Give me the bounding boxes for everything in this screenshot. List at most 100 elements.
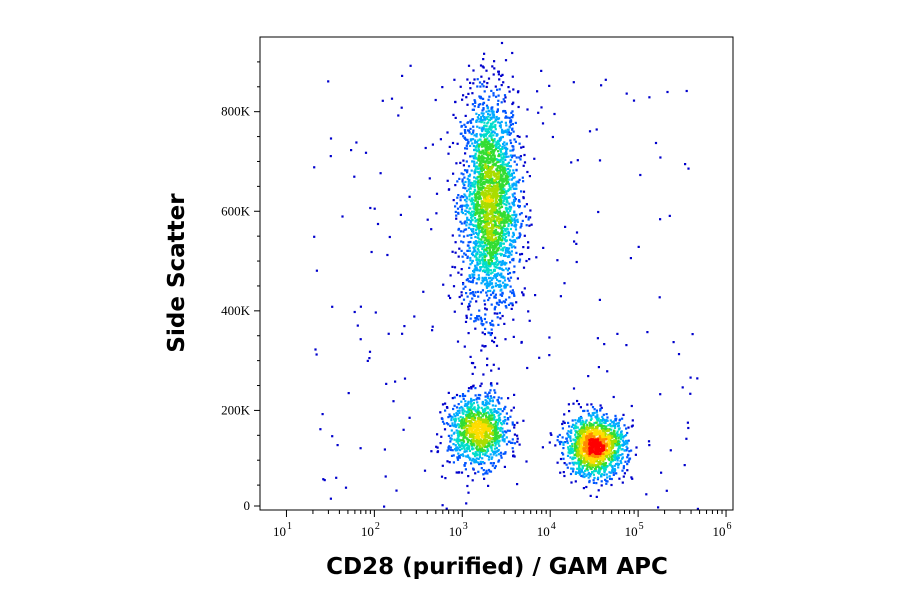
event-dot	[471, 273, 474, 276]
event-dot	[472, 440, 475, 443]
event-dot	[506, 417, 509, 420]
event-dot	[492, 341, 496, 344]
event-dot	[449, 446, 452, 449]
event-dot	[504, 248, 507, 251]
event-dot	[457, 255, 460, 258]
event-dot	[479, 416, 482, 419]
event-dot	[473, 162, 476, 165]
event-dot	[587, 476, 590, 479]
event-dot	[619, 438, 622, 441]
event-dot	[515, 251, 518, 254]
event-dot	[485, 469, 488, 472]
event-dot	[510, 156, 514, 159]
event-dot	[500, 263, 503, 266]
event-dot	[494, 181, 497, 184]
event-dot	[505, 179, 508, 182]
event-dot	[469, 457, 472, 460]
event-dot	[518, 199, 521, 202]
event-dot	[489, 399, 492, 403]
event-dot	[500, 397, 503, 400]
event-dot	[431, 329, 434, 332]
event-dot	[471, 433, 474, 436]
event-dot	[595, 411, 598, 414]
event-dot	[499, 206, 502, 209]
event-dot	[496, 232, 499, 235]
event-dot	[472, 108, 475, 111]
event-dot	[537, 111, 540, 114]
event-dot	[485, 175, 488, 178]
event-dot	[476, 261, 479, 264]
event-dot	[480, 75, 483, 78]
event-dot	[472, 362, 475, 365]
event-dot	[502, 110, 505, 113]
event-dot	[483, 141, 486, 144]
event-dot	[472, 270, 475, 273]
event-dot	[595, 482, 598, 485]
event-dot	[500, 248, 503, 251]
event-dot	[576, 467, 579, 470]
event-dot	[527, 218, 530, 221]
event-dot	[497, 436, 501, 439]
event-dot	[494, 420, 497, 423]
event-dot	[492, 187, 495, 190]
event-dot	[473, 172, 476, 175]
event-dot	[463, 193, 466, 196]
event-dot	[465, 147, 469, 150]
event-dot	[647, 440, 651, 443]
event-dot	[500, 229, 503, 232]
event-dot	[473, 176, 476, 179]
event-dot	[513, 265, 516, 268]
event-dot	[468, 246, 471, 250]
event-dot	[471, 155, 474, 158]
event-dot	[503, 438, 506, 441]
event-dot	[466, 454, 470, 457]
event-dot	[499, 408, 502, 411]
event-dot	[487, 284, 490, 287]
event-dot	[503, 94, 507, 97]
event-dot	[501, 427, 504, 430]
event-dot	[497, 411, 500, 414]
event-dot	[484, 218, 487, 221]
event-dot	[499, 218, 502, 221]
event-dot	[596, 415, 599, 418]
event-dot	[482, 419, 485, 422]
event-dot	[613, 439, 616, 442]
event-dot	[501, 228, 504, 231]
event-dot	[508, 296, 511, 299]
event-dot	[364, 151, 368, 154]
event-dot	[615, 432, 618, 435]
event-dot	[474, 141, 477, 144]
event-dot	[488, 331, 491, 335]
event-dot	[623, 449, 627, 452]
event-dot	[469, 402, 472, 405]
event-dot	[503, 216, 506, 219]
event-dot	[472, 223, 475, 227]
event-dot	[619, 454, 622, 457]
event-dot	[608, 455, 611, 458]
event-dot	[512, 259, 515, 262]
event-dot	[491, 225, 494, 228]
event-dot	[493, 138, 496, 141]
event-dot	[480, 183, 483, 186]
event-dot	[464, 435, 467, 438]
event-dot	[331, 305, 334, 308]
event-dot	[477, 179, 480, 182]
event-dot	[512, 177, 515, 180]
event-dot	[315, 269, 318, 272]
event-dot	[467, 218, 470, 221]
event-dot	[478, 262, 481, 265]
event-dot	[580, 426, 584, 429]
event-dot	[496, 252, 499, 256]
event-dot	[490, 227, 494, 230]
event-dot	[490, 198, 493, 201]
event-dot	[467, 165, 471, 168]
event-dot	[426, 218, 429, 221]
event-dot	[452, 172, 455, 175]
event-dot	[476, 116, 479, 119]
event-dot	[502, 233, 505, 236]
event-dot	[443, 422, 446, 425]
event-dot	[503, 180, 506, 183]
event-dot	[441, 504, 444, 507]
event-dot	[503, 188, 506, 191]
event-dot	[500, 235, 503, 238]
